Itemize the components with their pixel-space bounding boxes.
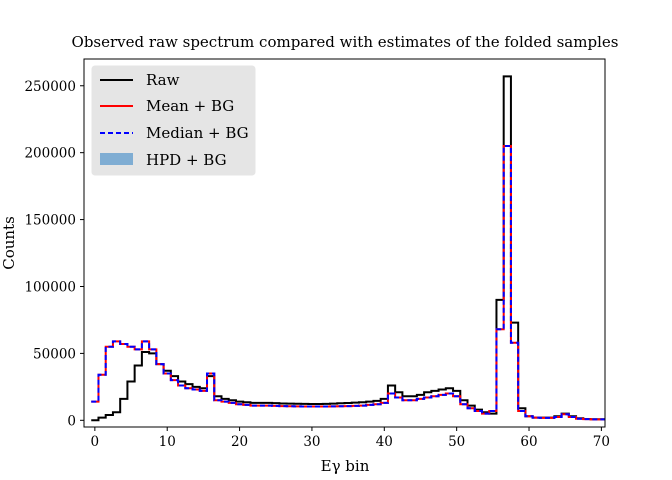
x-tick-label: 30 [303,434,320,450]
y-axis-label: Counts [0,216,18,270]
y-tick-label: 0 [67,413,76,429]
x-tick-label: 70 [593,434,610,450]
x-tick-label: 40 [376,434,393,450]
y-tick-label: 50000 [33,346,76,362]
series-line-median-bg [91,144,605,421]
x-tick-label: 10 [159,434,176,450]
x-tick-label: 0 [91,434,100,450]
plot-frame [83,58,606,428]
chart-title: Observed raw spectrum compared with esti… [72,33,619,51]
y-tick-label: 200000 [24,146,76,162]
legend-box [91,65,256,176]
ticks-layer: 0 10 20 30 40 50 60 70 0 50000 100000 150000 200000 2… [24,79,610,450]
legend-label-median: Median + BG [146,124,249,142]
legend-swatch-hpd [100,153,133,165]
x-tick-label: 20 [231,434,248,450]
x-tick-label: 50 [448,434,465,450]
y-tick-label: 150000 [24,213,76,229]
x-tick-label: 60 [520,434,537,450]
y-tick-label: 100000 [24,279,76,295]
x-axis-label: Eγ bin [321,457,370,475]
legend: Raw Mean + BG Median + BG HPD + BG [91,65,256,176]
y-tick-label: 250000 [24,79,76,95]
legend-label-hpd: HPD + BG [146,151,227,169]
legend-label-raw: Raw [146,71,180,89]
series-layer [91,75,605,422]
legend-label-mean: Mean + BG [146,97,234,115]
